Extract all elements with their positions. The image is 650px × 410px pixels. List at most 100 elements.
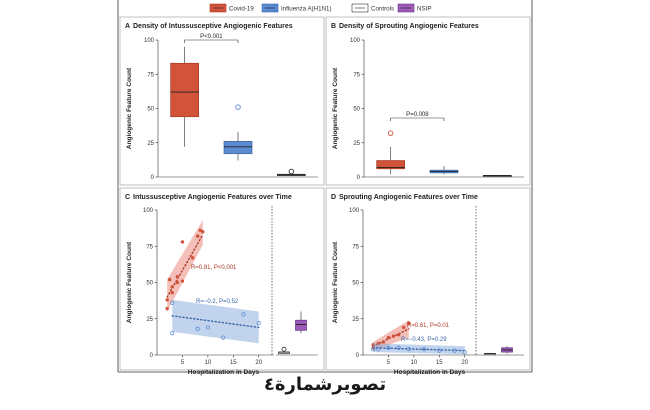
- legend: Covid-19 Influenza A(H1N1) Controls NSIP: [209, 3, 431, 13]
- point-d-influenza-a-h1n1-0: [371, 347, 376, 352]
- point-d-covid-19-8: [407, 321, 411, 325]
- correlation-label-c-covid-19: R=0.81, P<0.001: [191, 265, 237, 271]
- point-c-covid-19-11: [198, 228, 202, 232]
- point-d-influenza-a-h1n1-1: [376, 347, 381, 352]
- y-tick-label-a-0: 0: [151, 175, 155, 181]
- point-d-covid-19-6: [396, 333, 401, 337]
- legend-label-controls: Controls: [371, 6, 394, 13]
- y-tick-label-d-25: 25: [352, 317, 359, 323]
- legend-label-covid-19: Covid-19: [229, 6, 254, 13]
- fit-line-d-influenza-a-h1n1: [372, 347, 466, 352]
- x-tick-label-d-5: 5: [387, 360, 391, 366]
- x-tick-label-c-15: 15: [230, 360, 237, 366]
- point-c-influenza-a-h1n1-0: [170, 300, 175, 305]
- panel-a: A Density of Intussusceptive Angiogenic F…: [125, 23, 318, 181]
- fit-line-c-influenza-a-h1n1: [171, 315, 260, 329]
- point-d-covid-19-3: [381, 340, 386, 344]
- y-tick-label-b-50: 50: [353, 107, 360, 113]
- panel-frame-d: [325, 187, 531, 371]
- y-tick-label-a-50: 50: [147, 107, 154, 113]
- point-d-covid-19-7: [401, 325, 406, 330]
- side-outlier-c-controls-0: [281, 346, 287, 352]
- y-tick-label-c-25: 25: [146, 317, 153, 323]
- point-c-covid-19-1: [165, 298, 169, 302]
- y-axis-label-a: Angiogenic Feature Count: [126, 67, 133, 149]
- significance-bracket-b: [390, 117, 445, 121]
- y-tick-label-c-0: 0: [150, 353, 154, 359]
- point-c-influenza-a-h1n1-4: [221, 335, 226, 340]
- panel-c: C Intussusceptive Angiogenic Features ove…: [125, 194, 318, 376]
- correlation-label-d-covid-19: R=0.61, P=0.01: [407, 323, 450, 329]
- point-d-influenza-a-h1n1-3: [396, 345, 401, 350]
- panel-letter-a: A: [125, 23, 130, 30]
- x-tick-label-d-10: 10: [411, 360, 418, 366]
- y-tick-label-d-100: 100: [349, 208, 360, 214]
- outlier-a-controls-0: [288, 168, 295, 175]
- point-d-influenza-a-h1n1-4: [406, 347, 411, 352]
- point-c-covid-19-5: [175, 280, 180, 285]
- y-tick-label-b-0: 0: [357, 175, 361, 181]
- correlation-label-c-influenza-a-h1n1: R=−0.2, P=0.52: [196, 299, 239, 305]
- point-d-influenza-a-h1n1-8: [462, 349, 467, 355]
- y-tick-label-c-50: 50: [146, 281, 153, 287]
- panel-letter-c: C: [125, 194, 130, 201]
- panel-frame-a: [119, 16, 325, 186]
- point-c-covid-19-8: [180, 240, 185, 244]
- point-c-covid-19-12: [201, 230, 205, 234]
- panel-title-d: Sprouting Angiogenic Features over Time: [339, 194, 478, 201]
- y-tick-label-b-75: 75: [353, 72, 360, 78]
- point-d-covid-19-1: [371, 343, 375, 347]
- outlier-b-covid-19-0: [387, 130, 394, 136]
- panel-title-a: Density of Intussusceptive Angiogenic Fe…: [133, 23, 293, 30]
- x-axis-label-d: Hospitalization in Days: [394, 369, 466, 376]
- point-c-covid-19-9: [190, 256, 195, 260]
- panel-letter-b: B: [331, 23, 336, 30]
- point-c-influenza-a-h1n1-3: [205, 325, 210, 330]
- y-tick-label-a-75: 75: [147, 72, 154, 78]
- panel-d: D Sprouting Angiogenic Features over Time…: [331, 194, 524, 376]
- panel-title-c: Intussusceptive Angiogenic Features over…: [133, 194, 292, 201]
- point-d-influenza-a-h1n1-2: [386, 345, 391, 350]
- legend-label-nsip: NSIP: [417, 6, 431, 13]
- panel-frame-b: [325, 16, 531, 186]
- outlier-a-influenza-a-h1n1-0: [235, 104, 241, 110]
- panel-frame-c: [119, 187, 325, 371]
- box-a-influenza-a-h1n1: [223, 141, 253, 155]
- point-c-covid-19-4: [170, 285, 174, 289]
- point-d-covid-19-5: [391, 334, 396, 338]
- point-c-covid-19-3: [170, 290, 174, 295]
- panel-letter-d: D: [331, 194, 336, 201]
- side-box-c-nsip: [295, 319, 307, 331]
- box-a-covid-19: [170, 62, 200, 118]
- point-c-covid-19-0: [165, 306, 169, 311]
- y-tick-label-c-100: 100: [143, 208, 154, 214]
- y-tick-label-b-100: 100: [350, 38, 361, 44]
- point-d-covid-19-2: [376, 341, 380, 346]
- point-d-influenza-a-h1n1-7: [452, 348, 457, 353]
- figure-caption: تصويرشمارة٤: [263, 374, 387, 395]
- significance-bracket-a: [184, 39, 239, 43]
- panel-b: B Density of Sprouting Angiogenic Feature…: [331, 23, 524, 181]
- y-tick-label-d-50: 50: [352, 281, 359, 287]
- point-c-influenza-a-h1n1-5: [241, 312, 246, 317]
- x-tick-label-d-20: 20: [461, 360, 468, 366]
- point-d-influenza-a-h1n1-5: [421, 347, 427, 352]
- y-tick-label-d-0: 0: [356, 353, 360, 359]
- x-tick-label-c-10: 10: [205, 360, 212, 366]
- point-c-covid-19-7: [180, 279, 185, 283]
- y-axis-label-d: Angiogenic Feature Count: [332, 241, 339, 323]
- y-tick-label-c-75: 75: [146, 244, 153, 250]
- significance-label-b: P=0.008: [406, 112, 429, 118]
- y-tick-label-b-25: 25: [353, 141, 360, 147]
- y-tick-label-a-100: 100: [144, 38, 155, 44]
- x-tick-label-c-20: 20: [255, 360, 262, 366]
- correlation-label-d-influenza-a-h1n1: R=−0.43, P=0.29: [401, 337, 447, 343]
- confidence-band-d-influenza-a-h1n1: [373, 343, 465, 355]
- box-b-covid-19: [376, 160, 406, 170]
- y-tick-label-d-75: 75: [352, 244, 359, 250]
- significance-label-a: P<0.001: [200, 34, 223, 40]
- point-c-covid-19-6: [175, 275, 180, 279]
- point-c-influenza-a-h1n1-1: [170, 331, 175, 336]
- y-tick-label-a-25: 25: [147, 141, 154, 147]
